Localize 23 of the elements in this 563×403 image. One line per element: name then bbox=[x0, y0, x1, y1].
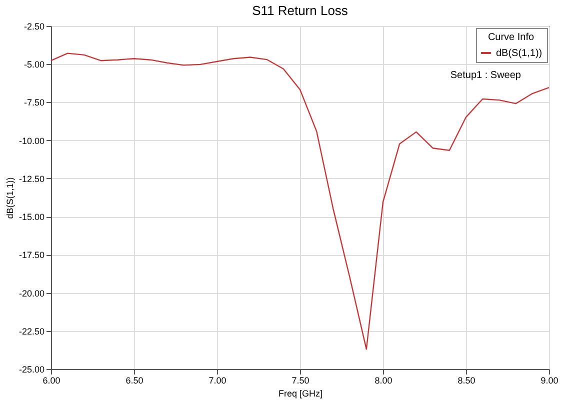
y-tick-label: -25.00 bbox=[18, 364, 44, 374]
y-tick-label: -22.50 bbox=[18, 326, 44, 336]
x-tick-label: 6.50 bbox=[126, 376, 144, 386]
x-axis-title: Freq [GHz] bbox=[278, 388, 323, 398]
y-tick-label: -10.00 bbox=[18, 136, 44, 146]
chart-title: S11 Return Loss bbox=[252, 3, 348, 18]
legend-title: Curve Info bbox=[488, 32, 534, 43]
y-tick-label: -7.50 bbox=[24, 98, 44, 108]
y-tick-label: -15.00 bbox=[18, 212, 44, 222]
y-tick-label: -5.00 bbox=[24, 60, 44, 70]
y-tick-label: -20.00 bbox=[18, 288, 44, 298]
y-tick-label: -2.50 bbox=[24, 22, 44, 32]
y-tick-label: -17.50 bbox=[18, 250, 44, 260]
x-tick-label: 8.50 bbox=[458, 376, 476, 386]
x-tick-label: 7.00 bbox=[208, 376, 226, 386]
x-tick-label: 6.00 bbox=[42, 376, 60, 386]
y-axis-title: dB(S(1,1)) bbox=[4, 177, 15, 219]
x-tick-label: 7.50 bbox=[292, 376, 310, 386]
annotation: Setup1 : Sweep bbox=[450, 70, 522, 81]
y-tick-label: -12.50 bbox=[18, 174, 44, 184]
legend-label: dB(S(1,1)) bbox=[496, 48, 542, 59]
x-tick-label: 9.00 bbox=[540, 376, 558, 386]
x-tick-label: 8.00 bbox=[374, 376, 392, 386]
